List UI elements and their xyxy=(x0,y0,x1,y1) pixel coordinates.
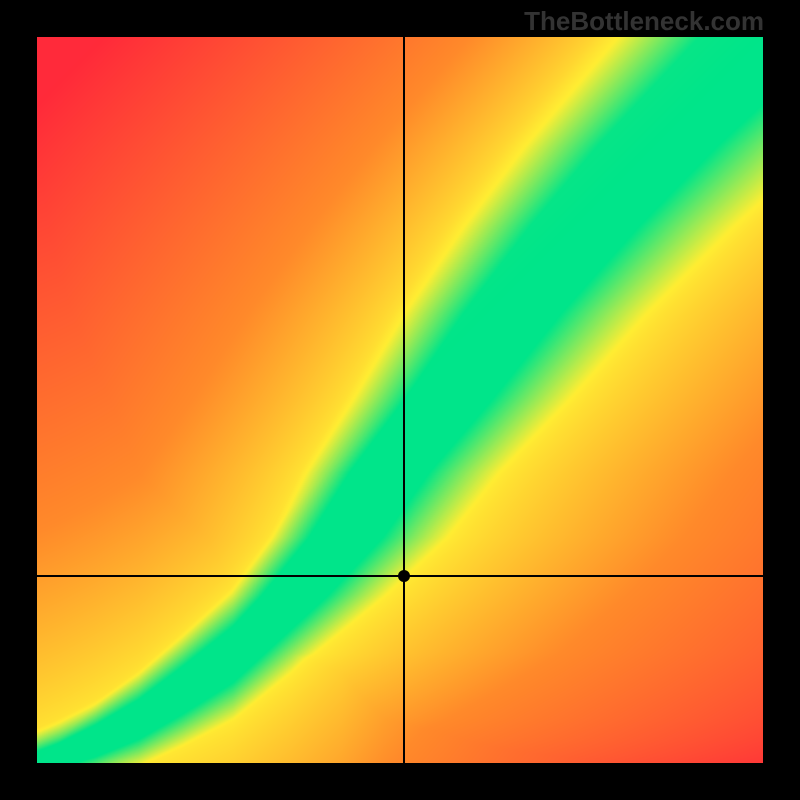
watermark-text: TheBottleneck.com xyxy=(524,6,764,37)
heatmap-canvas xyxy=(37,37,763,763)
plot-area xyxy=(37,37,763,763)
crosshair-vertical xyxy=(403,37,405,763)
marker-dot xyxy=(398,570,410,582)
